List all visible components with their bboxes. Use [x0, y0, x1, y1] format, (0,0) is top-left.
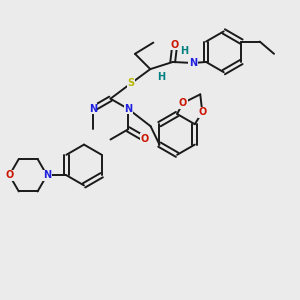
Text: O: O — [179, 98, 187, 108]
Text: H: H — [158, 72, 166, 82]
Text: O: O — [5, 170, 14, 180]
Text: O: O — [198, 107, 206, 117]
Text: O: O — [141, 134, 149, 144]
Text: N: N — [89, 104, 97, 114]
Text: N: N — [189, 58, 197, 68]
Text: H: H — [181, 46, 189, 56]
Text: N: N — [124, 104, 132, 114]
Text: N: N — [43, 170, 51, 180]
Text: O: O — [171, 40, 179, 50]
Text: S: S — [127, 78, 134, 88]
